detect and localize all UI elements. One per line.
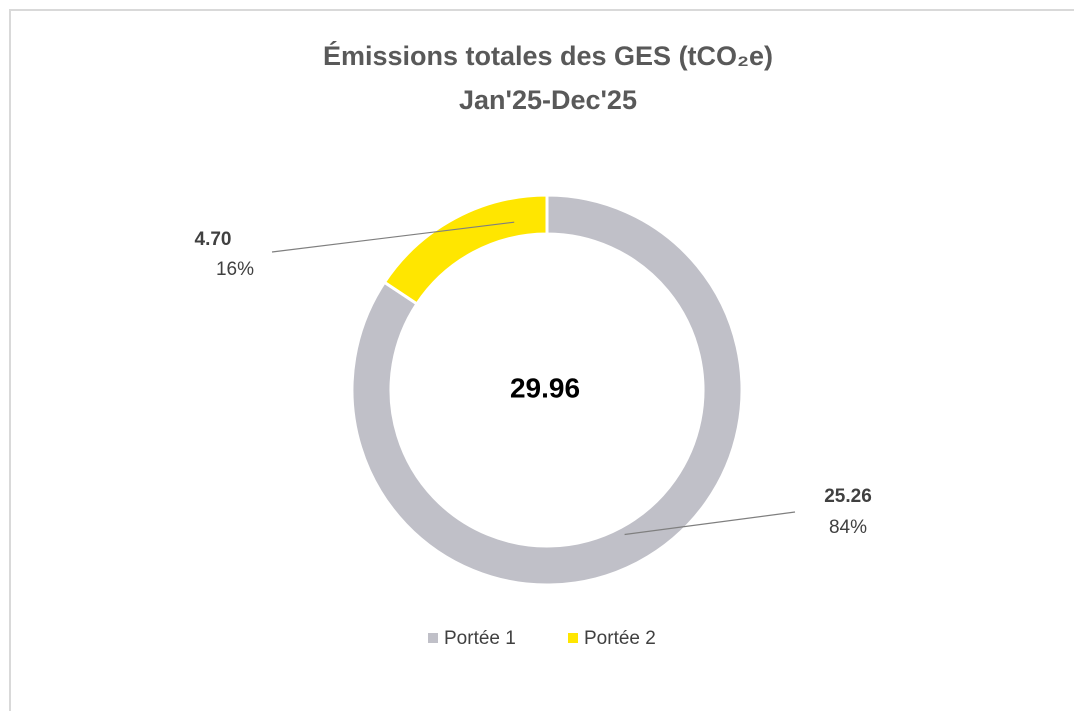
percent-label: 16%	[216, 259, 254, 280]
leader-line	[271, 221, 515, 253]
donut-slice	[382, 193, 549, 306]
legend-label: Portée 2	[584, 628, 656, 649]
percent-label: 84%	[829, 517, 867, 538]
legend-label: Portée 1	[444, 628, 516, 649]
chart-subtitle: Jan'25-Dec'25	[459, 85, 637, 115]
legend-swatch	[568, 633, 578, 643]
data-label: 25.26	[824, 486, 872, 507]
center-label: 29.96	[510, 372, 580, 403]
chart-title: Émissions totales des GES (tCO₂e)	[323, 40, 773, 71]
data-label: 4.70	[195, 229, 232, 250]
donut-slice	[350, 193, 744, 587]
leader-line	[624, 511, 796, 536]
chart-frame	[9, 9, 1074, 711]
legend-swatch	[428, 633, 438, 643]
